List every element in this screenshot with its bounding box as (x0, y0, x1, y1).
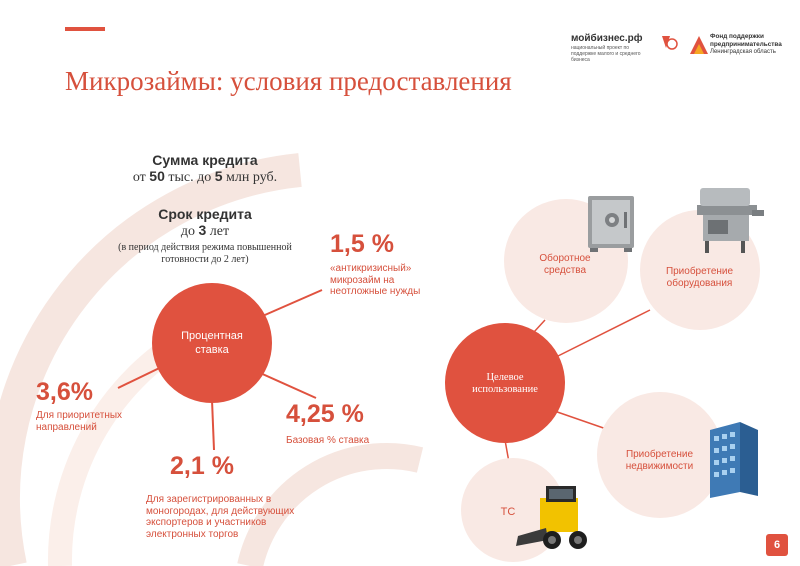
loan-term-block: Срок кредита до 3 лет (в период действия… (100, 206, 310, 266)
fund-logo-line3: Ленинградская область (710, 49, 776, 55)
rate-base-desc: Базовая % ставка (286, 435, 369, 447)
loan-amount-mid: тыс. до (164, 170, 215, 185)
loan-amount-pre: от (132, 170, 150, 185)
purpose-line: оборудования (666, 278, 733, 289)
loan-term-number: 3 (198, 222, 207, 238)
rate-circle-line1: Процентная (181, 330, 243, 342)
mybiz-logo: мойбизнес.рф национальный проект по подд… (571, 33, 683, 63)
connector-line (257, 289, 323, 319)
rate-anticrisis-value: 1,5 % (330, 230, 394, 258)
rate-monotowns-desc: Для зарегистрированных в моногородах, дл… (146, 494, 294, 540)
fund-logo-line2: предпринимательства (710, 41, 782, 48)
connector-line (211, 399, 215, 451)
purpose-circle-line2: использование (472, 384, 538, 395)
safe-icon (588, 196, 634, 252)
desc-line: экспортеров и участников (146, 517, 267, 528)
loader-icon (516, 486, 587, 549)
machine-icon (697, 188, 764, 253)
connector-line (257, 371, 317, 399)
loan-amount-max: 5 (214, 168, 223, 184)
fund-logo: Фонд поддержки предпринимательства Ленин… (710, 33, 790, 56)
rate-priority-value: 3,6% (36, 378, 93, 406)
loan-amount-value: от 50 тыс. до 5 млн руб. (100, 168, 310, 186)
loan-term-note: (в период действия режима повышенной гот… (118, 242, 292, 265)
desc-line: неотложные нужды (330, 286, 421, 297)
desc-line: моногородах, для действующих (146, 505, 295, 517)
purpose-line: ТС (500, 506, 516, 518)
rate-priority: 3,6% Для приоритетных направлений (36, 378, 122, 433)
mybiz-logo-name: мойбизнес.рф (571, 33, 643, 44)
purpose-line: Приобретение (665, 266, 734, 277)
page-number: 6 (766, 534, 788, 556)
desc-line: микрозайм на (330, 274, 395, 286)
desc-line: Для зарегистрированных в (146, 494, 272, 505)
decorative-arc (0, 153, 302, 566)
desc-line: Базовая % ставка (286, 435, 370, 446)
purpose-vehicles: ТС (490, 506, 526, 518)
rate-anticrisis: 1,5 % «антикризисный» микрозайм на неотл… (330, 230, 420, 298)
rate-circle-label: Процентная ставка (162, 329, 262, 357)
rate-anticrisis-desc: «антикризисный» микрозайм на неотложные … (330, 263, 420, 298)
loan-amount-block: Сумма кредита от 50 тыс. до 5 млн руб. (100, 152, 310, 186)
rate-circle-line2: ставка (195, 344, 229, 356)
loan-term-heading: Срок кредита (158, 206, 252, 222)
purpose-realty: Приобретение недвижимости (612, 449, 707, 473)
purpose-equipment: Приобретение оборудования (652, 266, 747, 290)
purpose-circle (445, 323, 565, 443)
loan-amount-min: 50 (149, 168, 165, 184)
loan-amount-heading: Сумма кредита (152, 152, 258, 168)
loan-amount-post: млн руб. (222, 170, 278, 185)
page-title: Микрозаймы: условия предоставления (65, 66, 512, 96)
purpose-line: Оборотное (539, 253, 591, 264)
purpose-working-capital: Оборотное средства (520, 253, 610, 277)
purpose-circle-realty (597, 392, 723, 518)
desc-line: «антикризисный» (330, 263, 412, 274)
fund-logo-line1: Фонд поддержки (710, 33, 764, 40)
rate-priority-desc: Для приоритетных направлений (36, 410, 122, 433)
loan-term-pre: до (180, 224, 199, 239)
rate-monotowns-value: 2,1 % (170, 452, 234, 480)
decorative-arc-inner (237, 443, 424, 566)
desc-line: электронных торгов (146, 528, 239, 540)
desc-line: Для приоритетных (36, 410, 123, 421)
purpose-circle-line1: Целевое (486, 372, 524, 383)
mybiz-logo-sub: национальный проект по поддержке малого … (571, 45, 641, 63)
rate-circle (152, 283, 272, 403)
purpose-circle-label: Целевое использование (455, 372, 555, 396)
mybiz-logo-icon (662, 36, 678, 50)
loan-term-value: до 3 лет (100, 222, 310, 240)
desc-line: направлений (36, 421, 97, 433)
purpose-line: Приобретение (625, 449, 694, 460)
purpose-line: недвижимости (625, 461, 694, 472)
rate-base: 4,25 % Базовая % ставка (286, 400, 369, 447)
loan-term-post: лет (206, 224, 230, 239)
fund-logo-icon (690, 36, 708, 54)
rate-base-value: 4,25 % (286, 400, 364, 428)
building-icon (710, 422, 758, 498)
purpose-line: средства (543, 265, 587, 276)
rate-monotowns-value-wrap: 2,1 % (170, 452, 234, 481)
accent-bar (65, 27, 105, 31)
